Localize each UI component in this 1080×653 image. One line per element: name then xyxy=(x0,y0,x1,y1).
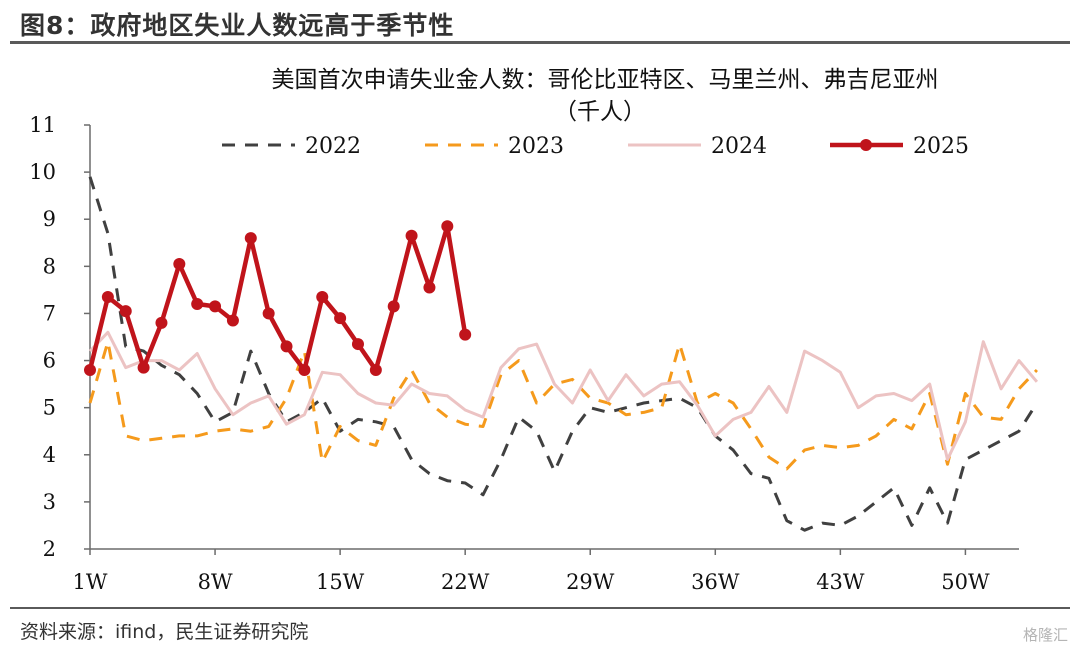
x-tick-label: 1W xyxy=(73,570,108,594)
data-point-2025 xyxy=(280,340,293,353)
bottom-rule xyxy=(10,607,1070,609)
data-point-2025 xyxy=(137,361,150,374)
x-tick-label: 15W xyxy=(316,570,365,594)
data-point-2025 xyxy=(101,290,114,303)
legend-marker-2025 xyxy=(860,139,872,151)
data-point-2025 xyxy=(459,328,472,341)
x-tick-label: 29W xyxy=(566,570,615,594)
legend-label-2022: 2022 xyxy=(305,134,361,159)
data-point-2025 xyxy=(244,232,257,245)
y-tick-label: 8 xyxy=(43,254,56,278)
data-point-2025 xyxy=(84,363,96,376)
data-point-2025 xyxy=(298,363,311,376)
y-tick-label: 10 xyxy=(29,160,56,184)
y-tick-label: 11 xyxy=(29,113,56,137)
chart-subtitle: （千人） xyxy=(554,99,646,125)
data-point-2025 xyxy=(173,257,186,270)
x-tick-label: 8W xyxy=(198,570,233,594)
legend-label-2025: 2025 xyxy=(913,134,969,159)
figure-title: 图8：政府地区失业人数远高于季节性 xyxy=(20,11,455,40)
x-tick-label: 50W xyxy=(941,570,990,594)
data-point-2025 xyxy=(423,281,436,294)
data-point-2025 xyxy=(316,290,329,303)
data-point-2025 xyxy=(351,338,364,351)
data-point-2025 xyxy=(155,316,168,329)
y-tick-label: 5 xyxy=(43,396,56,420)
watermark: 格隆汇 xyxy=(1022,626,1068,644)
data-point-2025 xyxy=(209,300,222,313)
data-point-2025 xyxy=(119,305,132,318)
series-line-2024 xyxy=(88,330,1039,461)
data-point-2025 xyxy=(191,298,204,311)
data-point-2025 xyxy=(405,229,418,242)
plot-area xyxy=(84,176,1039,532)
legend-label-2023: 2023 xyxy=(508,134,564,159)
data-point-2025 xyxy=(334,312,347,325)
data-point-2025 xyxy=(441,220,454,233)
data-point-2025 xyxy=(387,300,400,313)
y-tick-label: 4 xyxy=(43,443,56,467)
chart-title: 美国首次申请失业金人数：哥伦比亚特区、马里兰州、弗吉尼亚州 xyxy=(272,67,939,93)
y-tick-label: 6 xyxy=(43,349,56,373)
data-point-2025 xyxy=(262,307,275,320)
y-tick-label: 7 xyxy=(43,301,56,325)
source-note: 资料来源：ifind，民生证券研究院 xyxy=(20,621,309,643)
x-tick-label: 22W xyxy=(441,570,490,594)
legend-label-2024: 2024 xyxy=(711,134,767,159)
top-rule xyxy=(10,41,1070,44)
axes: 2 3 4 5 6 7 8 9 10 11 1W 8W 15W 22W 29W 36W 43W 50W xyxy=(29,113,1019,594)
legend: 2022 2023 2024 2025 xyxy=(222,134,969,159)
series-line-2022 xyxy=(88,176,1039,532)
data-point-2025 xyxy=(369,363,382,376)
series-line-2025 xyxy=(87,224,468,373)
y-tick-label: 3 xyxy=(43,490,56,514)
x-tick-label: 43W xyxy=(816,570,865,594)
x-tick-label: 36W xyxy=(691,570,740,594)
data-point-2025 xyxy=(226,314,239,327)
y-tick-label: 2 xyxy=(43,537,56,561)
series-line-2023 xyxy=(88,340,1038,471)
y-tick-label: 9 xyxy=(43,207,56,231)
